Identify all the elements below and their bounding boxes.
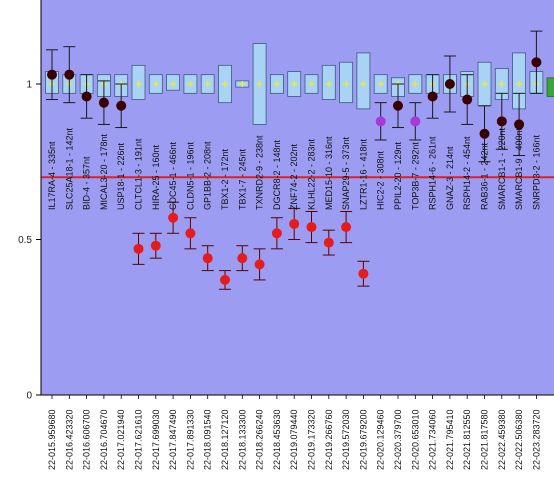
- probe-point: [323, 237, 334, 248]
- y-tick-label: 0.5: [18, 235, 32, 246]
- probe-label: USP18-1 - 226nt: [116, 142, 126, 210]
- x-tick-label: 22-020.379700: [393, 409, 403, 470]
- x-tick-label: 22-017.621610: [134, 409, 144, 470]
- probe-point: [358, 268, 369, 279]
- x-tick-label: 22-019.679200: [358, 409, 368, 470]
- x-tick-label: 22-018.453630: [272, 409, 282, 470]
- x-tick-label: 22-018.133300: [237, 409, 247, 470]
- probe-label: SLC25A18-1 - 142nt: [64, 127, 74, 210]
- probe-label: BID-4 - 357nt: [82, 156, 92, 210]
- probe-point: [185, 228, 196, 239]
- probe-point: [220, 274, 230, 285]
- probe-point: [150, 240, 161, 251]
- probe-box: [356, 52, 371, 110]
- probe-point: [496, 116, 507, 127]
- probe-point: [168, 212, 179, 223]
- x-tick-label: 22-018.127120: [220, 409, 230, 470]
- x-tick-label: 22-021.734060: [428, 409, 438, 470]
- x-tick-label: 22-022.459380: [497, 409, 507, 470]
- x-tick-label: 22-022.506380: [514, 409, 524, 470]
- x-tick-label: 22-020.129460: [376, 409, 386, 470]
- x-tick-label: 22-019.173320: [307, 409, 317, 470]
- probe-point: [98, 97, 109, 108]
- probe-label: MICAL3-20 - 178nt: [99, 133, 109, 210]
- probe-label: PPIL2-20 - 129nt: [393, 141, 403, 210]
- x-tick-label: 22-021.812550: [462, 409, 472, 470]
- probe-point: [202, 253, 213, 264]
- probe-label: RAB36-1 - 242nt: [480, 142, 490, 210]
- probe-point: [47, 69, 57, 80]
- probe-point: [410, 116, 421, 127]
- probe-point: [393, 100, 403, 111]
- probe-label: DGCR8-2 - 148nt: [272, 139, 282, 210]
- x-tick-label: 22-017.699030: [151, 409, 161, 470]
- probe-point: [462, 94, 473, 105]
- probe-point: [133, 243, 144, 254]
- probe-point: [289, 218, 300, 229]
- x-tick-label: 22-017.021940: [116, 409, 126, 470]
- probe-point: [254, 259, 265, 270]
- x-tick-label: 22-023.283720: [531, 409, 541, 470]
- probe-point: [64, 69, 75, 80]
- probe-label: RSPH14-2 - 454nt: [462, 136, 472, 210]
- probe-point: [514, 119, 525, 130]
- probe-point: [237, 253, 248, 264]
- probe-label: GNAZ-3 - 214nt: [445, 146, 455, 210]
- x-tick-label: 22-016.423320: [64, 409, 74, 470]
- plot-background: [41, 0, 554, 395]
- x-tick-label: 22-016.704670: [99, 409, 109, 470]
- probe-label: TBX1-2 - 172nt: [220, 148, 230, 210]
- x-tick-label: 22-020.653010: [410, 409, 420, 470]
- x-tick-label: 22-021.817580: [480, 409, 490, 470]
- probe-label: ZNF74-2 - 202nt: [289, 143, 299, 210]
- x-tick-label: 22-019.079440: [289, 409, 299, 470]
- y-tick-label: 1: [26, 80, 32, 91]
- x-tick-label: 22-017.847490: [168, 409, 178, 470]
- probe-label: HIC2-2 - 308nt: [376, 150, 386, 210]
- probe-label: MED15-10 - 316nt: [324, 136, 334, 210]
- probe-label: LZTR1-16 - 418nt: [358, 138, 368, 210]
- partial-box: [546, 77, 554, 97]
- probe-point: [341, 222, 352, 233]
- probe-label: GP1BB-2 - 208nt: [203, 141, 213, 210]
- probe-label: CDC45-1 - 466nt: [168, 141, 178, 210]
- probe-label: RSPH14-6 - 261nt: [428, 136, 438, 210]
- probe-label: TOP3B-7 - 292nt: [410, 142, 420, 210]
- x-tick-label: 22-017.891330: [185, 409, 195, 470]
- probe-point: [444, 79, 455, 89]
- probe-point: [116, 100, 127, 111]
- probe-point: [375, 116, 386, 127]
- x-tick-label: 22-015.959680: [47, 409, 57, 470]
- probe-label: SNRPD3-2 - 166nt: [531, 134, 541, 210]
- probe-point: [271, 228, 282, 239]
- probe-point: [531, 57, 542, 68]
- probe-point: [306, 222, 317, 233]
- x-tick-label: 22-016.606700: [82, 409, 92, 470]
- x-tick-label: 22-018.091540: [203, 409, 213, 470]
- probe-point: [427, 91, 438, 102]
- x-tick-label: 22-019.266760: [324, 409, 334, 470]
- probe-label: HIRA-25 - 160nt: [151, 144, 161, 210]
- x-tick-label: 22-021.795410: [445, 409, 455, 470]
- probe-label: CLTCL1-3 - 191nt: [134, 138, 144, 210]
- probe-label: IL17RA-4 - 335nt: [47, 141, 57, 210]
- probe-label: KLHL22-2 - 283nt: [307, 138, 317, 210]
- probe-label: SMARCB1-1 - 220nt: [497, 127, 507, 210]
- probe-label: CLDN5-1 - 196nt: [185, 141, 195, 210]
- probe-point: [81, 91, 92, 102]
- probe-point: [479, 128, 490, 139]
- y-tick-label: 0: [26, 391, 32, 402]
- probe-label: SNAP29-5 - 373nt: [341, 136, 351, 210]
- probe-label: TXNRD2-9 - 238nt: [255, 135, 265, 210]
- x-tick-label: 22-019.572030: [341, 409, 351, 470]
- probe-label: TBX1-7 - 245nt: [237, 148, 247, 210]
- probe-label: SMARCB1-9 - 400nt: [514, 127, 524, 210]
- x-tick-label: 22-018.266240: [255, 409, 265, 470]
